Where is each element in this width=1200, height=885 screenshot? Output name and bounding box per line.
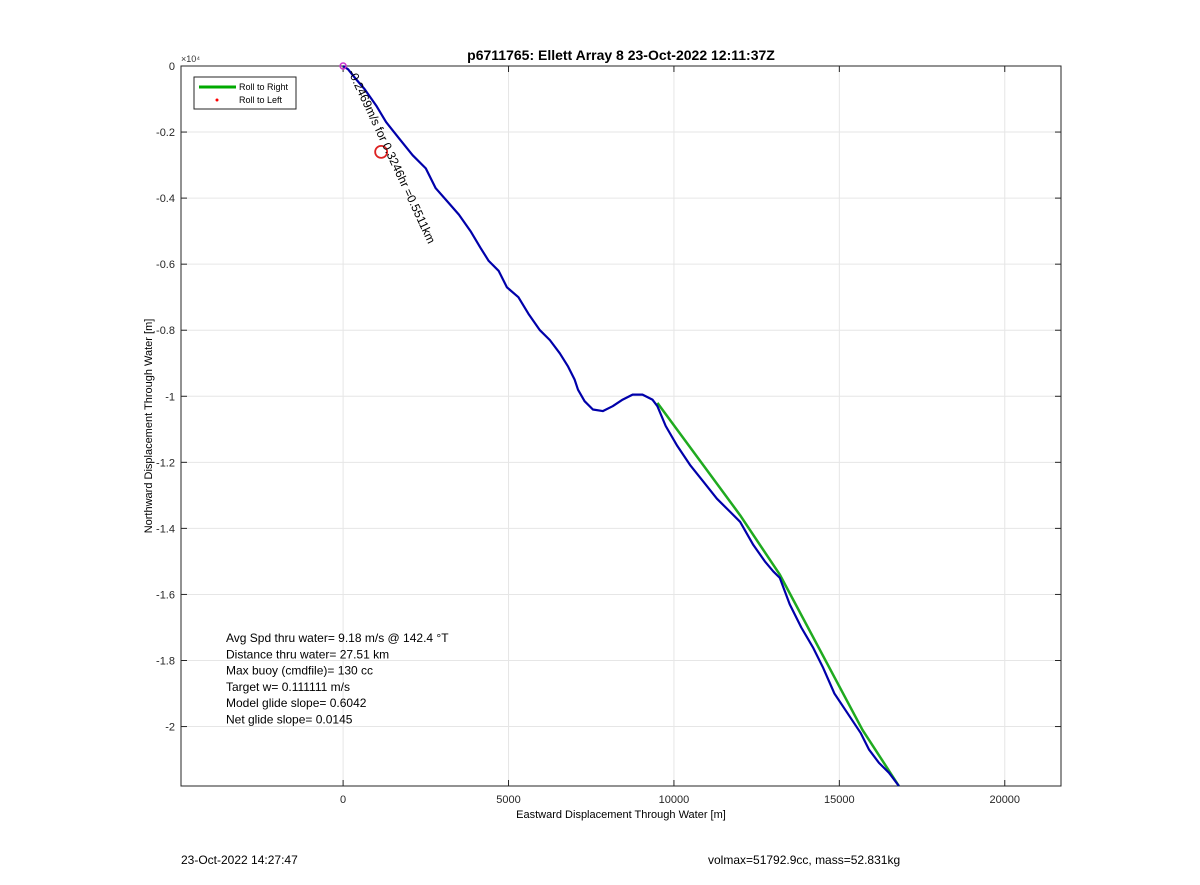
stats-line: Target w= 0.111111 m/s: [226, 680, 350, 694]
y-tick-label: -0.2: [156, 127, 175, 139]
x-tick-label: 10000: [659, 794, 690, 806]
x-tick-label: 15000: [824, 794, 855, 806]
y-exponent-label: ×10⁴: [181, 54, 200, 64]
y-tick-label: -2: [165, 722, 175, 734]
x-tick-label: 5000: [496, 794, 520, 806]
y-tick-label: -1.4: [156, 523, 175, 535]
y-tick-label: -1: [165, 391, 175, 403]
y-tick-label: -0.6: [156, 259, 175, 271]
y-tick-label: -1.6: [156, 589, 175, 601]
legend-label: Roll to Left: [239, 95, 283, 105]
legend-label: Roll to Right: [239, 82, 289, 92]
chart-title: p6711765: Ellett Array 8 23-Oct-2022 12:…: [467, 47, 775, 63]
footer-timestamp: 23-Oct-2022 14:27:47: [181, 853, 298, 867]
y-tick-label: 0: [169, 61, 175, 73]
x-tick-label: 20000: [989, 794, 1020, 806]
grid-lines: [181, 65, 1061, 786]
y-axis-label: Northward Displacement Through Water [m]: [143, 319, 155, 534]
y-tick-label: -1.2: [156, 457, 175, 469]
x-axis-label: Eastward Displacement Through Water [m]: [516, 809, 726, 821]
segment-annotation: -0.2469m/s for 0.3246hr =0.5511km: [345, 67, 438, 245]
plot-area: [180, 65, 1062, 787]
stats-line: Model glide slope= 0.6042: [226, 696, 367, 710]
tick-labels: 0 5000 10000 15000 20000 0 -0.2 -0.4 -0.6 -0.8 -1 -…: [156, 61, 1020, 806]
series-roll-right: [656, 402, 900, 787]
stats-line: Net glide slope= 0.0145: [226, 713, 353, 727]
stats-line: Max buoy (cmdfile)= 130 cc: [226, 664, 373, 678]
footer-vol-mass: volmax=51792.9cc, mass=52.831kg: [708, 853, 901, 867]
x-tick-label: 0: [340, 794, 346, 806]
stats-line: Avg Spd thru water= 9.18 m/s @ 142.4 °T: [226, 631, 449, 645]
series-lines: [342, 65, 900, 787]
legend-box: [193, 76, 297, 110]
legend-dot-swatch: [215, 98, 219, 102]
y-tick-label: -0.8: [156, 325, 175, 337]
y-tick-label: -1.8: [156, 655, 175, 667]
markers: [339, 62, 389, 159]
series-track: [342, 65, 900, 787]
tick-marks: [181, 65, 1061, 786]
y-tick-label: -0.4: [156, 193, 175, 205]
start-marker: [339, 62, 347, 70]
stats-annotations: Avg Spd thru water= 9.18 m/s @ 142.4 °T D…: [226, 631, 449, 727]
stats-line: Distance thru water= 27.51 km: [226, 647, 389, 661]
red-circle-marker: [374, 144, 389, 159]
legend: Roll to Right Roll to Left: [193, 76, 297, 110]
